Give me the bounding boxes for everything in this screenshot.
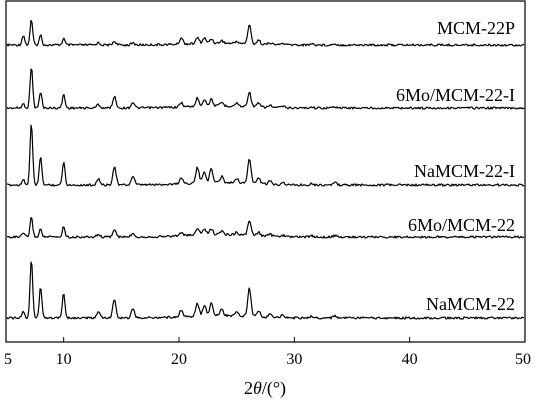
series-label: 6Mo/MCM-22-I (396, 85, 515, 105)
x-tick-label: 10 (56, 351, 72, 368)
series-label: 6Mo/MCM-22 (408, 215, 515, 235)
x-tick-label: 40 (402, 351, 418, 368)
x-tick-label: 50 (515, 351, 531, 368)
series-label: NaMCM-22 (426, 294, 515, 314)
trace-namcm-22 (6, 261, 525, 320)
plot-frame (5, 0, 526, 343)
x-axis-title: 2θ/(°) (244, 378, 286, 399)
x-tick-label: 5 (4, 351, 12, 368)
trace-6mo-mcm-22 (6, 216, 525, 239)
x-tick-label: 30 (286, 351, 302, 368)
series-label: MCM-22P (437, 18, 515, 38)
x-axis-ticks: 5 10 20 30 40 50 (4, 337, 531, 368)
diffraction-traces (6, 19, 525, 320)
trace-6mo-mcm-22-i (6, 68, 525, 110)
trace-namcm-22-i (6, 124, 525, 187)
series-labels: MCM-22P 6Mo/MCM-22-I NaMCM-22-I 6Mo/MCM-22 N… (396, 18, 515, 314)
series-label: NaMCM-22-I (414, 161, 515, 181)
x-tick-label: 20 (171, 351, 187, 368)
trace-mcm-22p (6, 19, 525, 47)
